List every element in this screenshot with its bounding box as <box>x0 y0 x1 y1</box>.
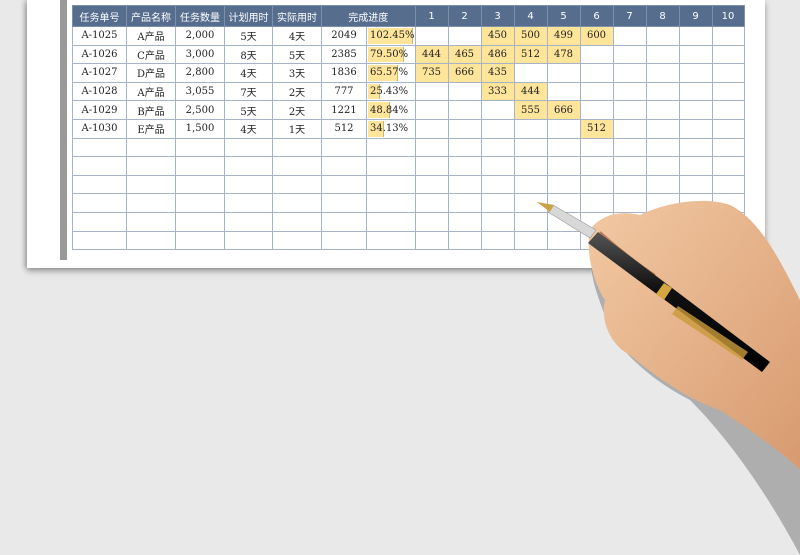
day-cell[interactable]: 333 <box>480 81 515 102</box>
progress-bar-fill <box>368 102 391 118</box>
empty-cell[interactable] <box>321 230 367 251</box>
column-header: 2 <box>447 5 482 27</box>
day-cell[interactable]: 600 <box>579 26 614 46</box>
column-header: 任务单号 <box>72 5 127 27</box>
empty-row <box>72 174 745 195</box>
column-header: 9 <box>678 5 713 27</box>
column-header: 完成进度 <box>321 5 416 27</box>
column-header: 计划用时 <box>224 5 273 27</box>
progress-bar-cell[interactable]: 79.50% <box>366 44 416 65</box>
day-cell[interactable]: 450 <box>480 26 515 46</box>
day-cell[interactable]: 500 <box>513 26 548 46</box>
table-row: A-1026 C产品 3,000 8天 5天 2385 79.50% 444 465 486 512… <box>72 44 745 65</box>
column-header: 8 <box>645 5 680 27</box>
cell-done[interactable]: 1221 <box>321 100 367 120</box>
table-row: A-1025 A产品 2,000 5天 4天 2049 102.45% 450 500 499 60… <box>72 26 745 46</box>
progress-bar-fill <box>368 120 385 137</box>
column-header: 任务数量 <box>175 5 225 27</box>
progress-percent: 48.84% <box>370 104 409 116</box>
table-row: A-1029 B产品 2,500 5天 2天 1221 48.84% 555 666 <box>72 100 745 120</box>
day-cell[interactable]: 512 <box>579 118 614 139</box>
progress-bar-cell[interactable]: 25.43% <box>366 81 416 102</box>
column-header: 1 <box>414 5 449 27</box>
header-row: 任务单号 产品名称 任务数量 计划用时 实际用时 完成进度 1 2 3 4 5 6 7 8 9 10 <box>72 5 745 27</box>
progress-percent: 79.50% <box>370 48 409 60</box>
empty-row <box>72 193 745 213</box>
paper-edge <box>60 0 67 260</box>
progress-bar-fill <box>368 46 404 63</box>
day-cell[interactable]: 735 <box>414 63 449 83</box>
progress-bar-fill <box>368 83 381 100</box>
progress-bar-fill <box>368 28 413 44</box>
column-header: 3 <box>480 5 515 27</box>
empty-row <box>72 230 745 251</box>
column-header: 6 <box>579 5 614 27</box>
progress-bar-fill <box>368 65 398 81</box>
progress-percent: 34.13% <box>370 123 409 135</box>
day-cell[interactable]: 478 <box>546 44 581 65</box>
progress-percent: 25.43% <box>370 86 409 98</box>
day-cell[interactable]: 486 <box>480 44 515 65</box>
column-header: 产品名称 <box>126 5 176 27</box>
column-header: 实际用时 <box>272 5 322 27</box>
day-cell[interactable]: 512 <box>513 44 548 65</box>
cell-done[interactable]: 512 <box>321 118 367 139</box>
task-progress-table: 任务单号 产品名称 任务数量 计划用时 实际用时 完成进度 1 2 3 4 5 6 7 8 9 10 A-10… <box>72 5 745 251</box>
table-row: A-1030 E产品 1,500 4天 1天 512 34.13% 512 <box>72 118 745 139</box>
day-cell[interactable]: 666 <box>447 63 482 83</box>
column-header: 5 <box>546 5 581 27</box>
day-cell[interactable]: 465 <box>447 44 482 65</box>
progress-percent: 102.45% <box>370 30 415 42</box>
column-header: 10 <box>711 5 745 27</box>
column-header: 7 <box>612 5 647 27</box>
progress-bar-cell[interactable]: 48.84% <box>366 100 416 120</box>
progress-percent: 65.57% <box>370 67 409 79</box>
